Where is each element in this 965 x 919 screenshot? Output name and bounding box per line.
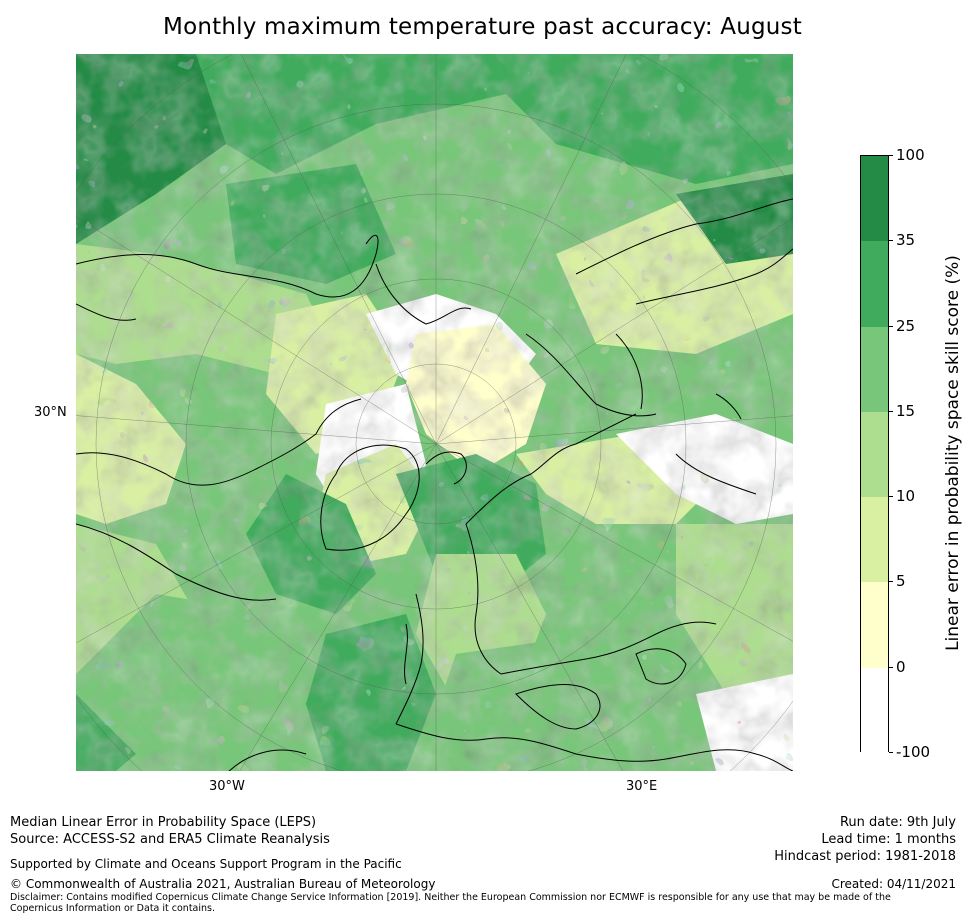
lon-label-30e: 30°E [626, 779, 658, 794]
colorbar-tick-label: 10 [896, 487, 916, 506]
colorbar-tick-label: 0 [896, 657, 906, 676]
chart-title: Monthly maximum temperature past accurac… [163, 14, 802, 40]
colorbar-tick-mark [889, 496, 893, 498]
colorbar-tick-mark [889, 666, 893, 668]
colorbar-tick-mark [889, 752, 893, 753]
colorbar-tick-label: 35 [896, 231, 916, 250]
lon-label-30w: 30°W [209, 779, 245, 794]
colorbar-tick-mark [889, 155, 893, 156]
colorbar-band [861, 497, 888, 583]
lat-label-30n: 30°N [34, 405, 67, 420]
data-source: Source: ACCESS-S2 and ERA5 Climate Reana… [10, 832, 330, 847]
lead-time: Lead time: 1 months [821, 832, 956, 847]
colorbar-band [861, 411, 888, 498]
skill-score-map[interactable] [76, 54, 793, 771]
colorbar-tick-label: 5 [896, 572, 906, 591]
copyright-notice: © Commonwealth of Australia 2021, Austra… [10, 877, 436, 891]
colorbar-tick-label: -100 [896, 743, 931, 761]
coastlines [76, 198, 793, 771]
colorbar-band [861, 582, 888, 668]
colorbar-label: Linear error in probability space skill … [943, 255, 963, 651]
colorbar-tick-mark [889, 325, 893, 327]
colorbar [860, 155, 889, 753]
graticule [76, 54, 793, 771]
colorbar-tick-label: 15 [896, 401, 916, 420]
leps-description: Median Linear Error in Probability Space… [10, 815, 317, 830]
disclaimer: Disclaimer: Contains modified Copernicus… [10, 892, 891, 914]
support-note: Supported by Climate and Oceans Support … [10, 857, 402, 871]
colorbar-tick-mark [889, 581, 893, 583]
colorbar-tick-label: 25 [896, 316, 916, 335]
created-date: Created: 04/11/2021 [831, 877, 956, 891]
colorbar-band [861, 667, 888, 753]
run-date: Run date: 9th July [839, 815, 956, 830]
hindcast-period: Hindcast period: 1981-2018 [774, 849, 956, 864]
colorbar-tick-label: 100 [896, 146, 925, 164]
colorbar-band [861, 156, 888, 242]
colorbar-tick-mark [889, 410, 893, 412]
colorbar-tick-mark [889, 240, 893, 242]
colorbar-band [861, 326, 888, 412]
polar-stereographic-map [76, 54, 793, 771]
colorbar-band [861, 241, 888, 327]
texture-light [76, 54, 793, 771]
